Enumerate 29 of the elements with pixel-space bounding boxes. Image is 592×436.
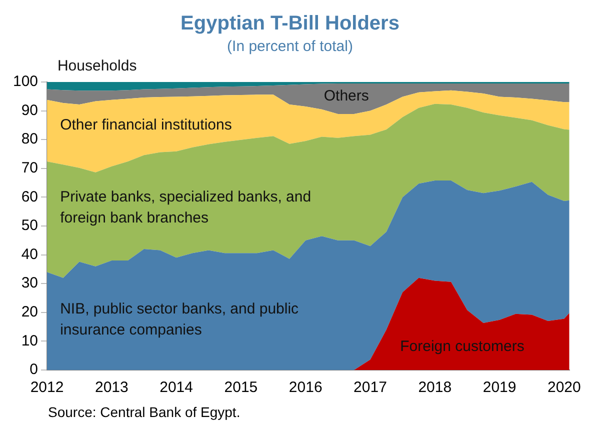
y-tick-label: 20 [21, 304, 38, 321]
chart-title: Egyptian T-Bill Holders [180, 12, 400, 35]
x-tick-label: 2017 [354, 379, 387, 396]
x-tick-label: 2012 [30, 379, 64, 396]
series-label: NIB, public sector banks, and public insurance companies [60, 300, 300, 339]
y-tick-label: 10 [21, 332, 38, 350]
y-tick-label: 100 [12, 73, 38, 90]
y-tick-label: 30 [21, 274, 38, 292]
y-tick-label: 0 [30, 361, 38, 378]
series-label: Other financial institutions [60, 116, 232, 134]
series-label: Others [324, 88, 369, 105]
y-tick-label: 90 [21, 102, 38, 119]
x-tick-label: 2013 [94, 379, 128, 396]
series-label: Foreign customers [400, 338, 524, 356]
x-tick-label: 2020 [547, 379, 581, 396]
y-tick-label: 50 [21, 217, 38, 234]
source-note: Source: Central Bank of Egypt. [47, 404, 242, 420]
x-tick-label: 2014 [160, 379, 193, 396]
y-tick-label: 70 [21, 160, 38, 177]
chart-subtitle: (In percent of total) [227, 38, 353, 56]
y-tick-label: 80 [21, 130, 38, 148]
series-label: Private banks, specialized banks, and foreign bank branches [60, 188, 312, 226]
y-tick-label: 40 [21, 246, 38, 263]
x-tick-label: 2016 [288, 379, 322, 396]
series-label: Households [57, 57, 137, 74]
x-tick-label: 2015 [224, 379, 258, 396]
x-tick-label: 2019 [482, 379, 516, 396]
x-tick-label: 2018 [418, 379, 452, 396]
y-tick-label: 60 [21, 188, 38, 206]
